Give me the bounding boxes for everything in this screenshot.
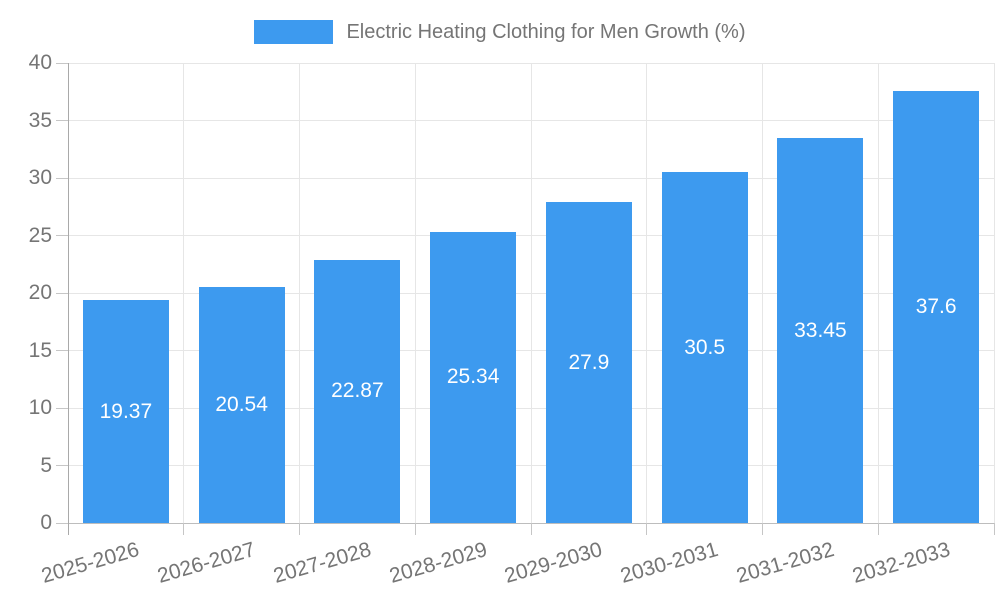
x-tick [993,523,995,535]
bar-value-label: 20.54 [215,392,268,416]
x-gridline [877,63,879,523]
x-tick [183,523,185,535]
bar[interactable] [82,300,169,523]
bar[interactable] [198,286,285,523]
x-gridline [530,63,532,523]
bar[interactable] [661,172,748,523]
legend[interactable]: Electric Heating Clothing for Men Growth… [0,17,1000,47]
y-tick [56,177,68,179]
x-tick-label: 2025-2026 [39,538,143,588]
x-gridline [993,63,995,523]
y-tick-label: 10 [28,396,52,419]
y-tick-label: 25 [28,223,52,247]
y-tick [56,350,68,351]
x-tick-label: 2026-2027 [155,538,258,588]
x-tick [414,523,416,535]
bar-value-label: 27.9 [568,350,610,374]
y-tick [56,292,68,294]
y-tick-label: 40 [28,51,52,74]
bar-value-label: 19.37 [99,399,153,423]
x-tick-label: 2031-2032 [733,538,837,588]
bar-value-label: 22.87 [331,379,384,403]
y-tick-label: 15 [28,338,52,362]
x-tick [299,523,300,535]
x-tick-label: 2029-2030 [502,538,606,588]
bar[interactable] [314,259,401,523]
y-axis-line [67,63,69,535]
bar[interactable] [777,138,864,523]
bar[interactable] [430,231,517,523]
x-tick-label: 2030-2031 [618,538,721,588]
x-tick-label: 2032-2033 [849,538,953,588]
x-tick-label: 2027-2028 [270,538,374,588]
x-gridline [646,63,648,523]
y-tick-label: 30 [28,166,52,189]
bar[interactable] [545,202,632,523]
y-tick [56,62,68,64]
x-gridline [414,63,416,523]
y-tick [56,522,68,524]
legend-label: Electric Heating Clothing for Men Growth… [346,20,746,43]
y-tick-label: 5 [40,453,52,477]
bar-value-label: 37.6 [915,294,957,318]
y-tick-label: 0 [40,511,52,534]
bar[interactable] [893,90,980,523]
x-tick [530,523,532,535]
x-gridline [762,63,763,523]
y-tick [56,235,68,236]
x-gridline [299,63,300,523]
bar-value-label: 25.34 [446,365,500,389]
bar-value-label: 30.5 [684,335,726,359]
x-gridline [183,63,185,523]
y-tick-label: 35 [28,108,52,132]
x-tick [646,523,648,535]
y-tick [56,407,68,409]
legend-swatch [254,20,334,44]
x-tick [762,523,763,535]
y-tick [56,465,68,466]
y-tick-label: 20 [28,281,52,304]
y-tick [56,120,68,121]
x-tick [877,523,879,535]
bar-value-label: 33.45 [794,318,847,342]
x-tick-label: 2028-2029 [386,538,490,588]
